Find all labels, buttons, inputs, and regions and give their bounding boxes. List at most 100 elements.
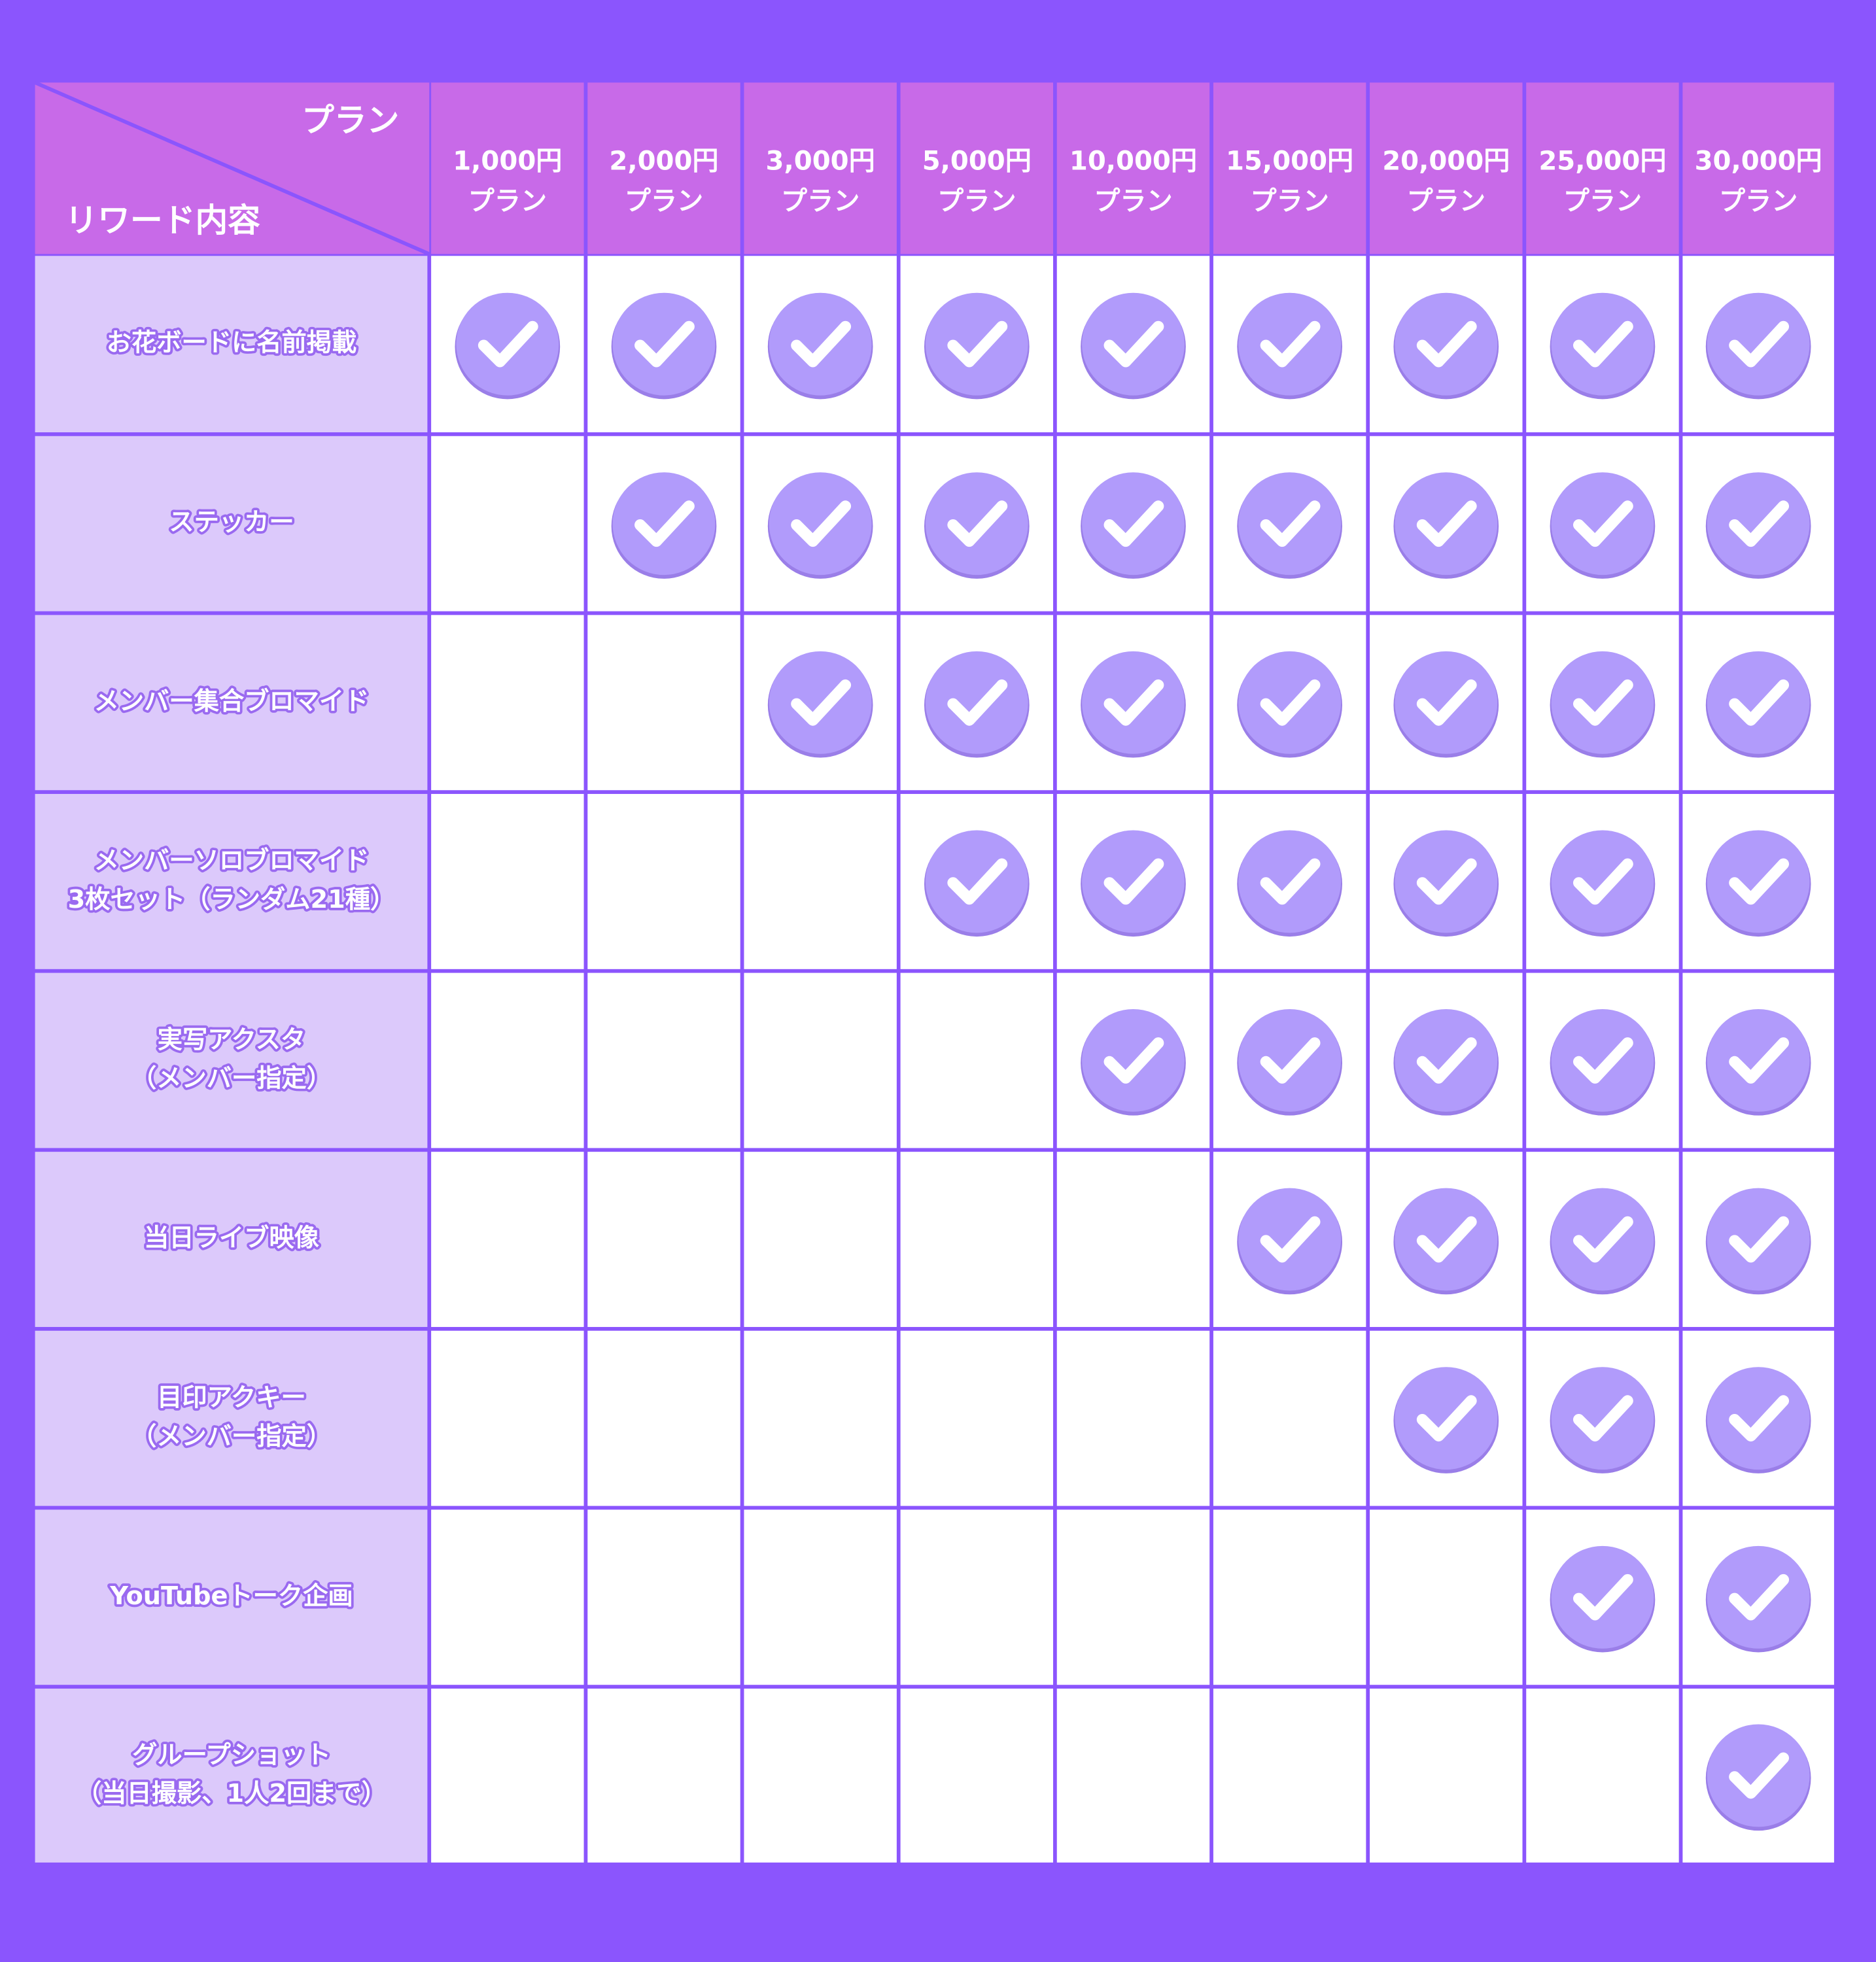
check-tick [791,679,852,726]
check-icon [1237,1188,1342,1295]
row-label: 実写アクスタ [158,1025,305,1054]
check-tick [1572,679,1633,726]
row-label: メンバーソロブロマイド [94,846,370,876]
header-amount: 30,000円 [1695,146,1822,177]
check-circle [925,651,1028,754]
check-tick [1260,858,1321,905]
header-label: プラン [1250,186,1329,216]
check-icon [611,292,717,400]
check-icon [1705,1009,1811,1116]
header-amount: 2,000円 [609,146,718,177]
row-label: YouTubeトーク企画 [109,1581,353,1611]
check-circle [1551,830,1654,933]
check-tick [1729,1752,1790,1799]
cell [744,972,897,1148]
check-circle [1238,651,1342,754]
row-label-cell [35,1509,428,1685]
check-circle [1707,1009,1810,1112]
check-circle [1082,292,1185,396]
check-circle [612,472,716,576]
check-circle [769,472,872,576]
check-icon [1393,472,1499,579]
check-icon [455,292,561,400]
check-icon [1081,830,1186,937]
cell [1056,1152,1210,1328]
header-amount: 15,000円 [1226,146,1353,177]
header-amount: 20,000円 [1382,146,1510,177]
cell [744,1509,897,1685]
check-tick [1572,858,1633,905]
cell [587,972,740,1148]
check-tick [1729,1574,1790,1621]
cell [900,1688,1054,1863]
check-tick [1572,1395,1633,1442]
check-tick [1729,1216,1790,1263]
check-icon [1705,651,1811,758]
check-icon [1550,830,1656,937]
check-icon [1550,1009,1656,1116]
check-icon [924,472,1030,579]
check-icon [1237,651,1342,758]
cell [1056,1330,1210,1506]
row-label: ステッカー [169,508,294,537]
check-tick [1103,500,1164,547]
check-circle [769,292,872,396]
check-tick [1416,1037,1477,1084]
check-circle [1707,830,1810,933]
check-circle [1082,472,1185,576]
header-cell [587,82,740,254]
check-tick [1103,1037,1164,1084]
check-tick [1103,679,1164,726]
check-circle [1707,1545,1810,1649]
check-icon [1550,472,1656,579]
check-circle [1238,292,1342,396]
cell [1213,1509,1366,1685]
header-label: プラン [1094,186,1172,216]
header-amount: 5,000円 [922,146,1032,177]
check-circle [1238,472,1342,576]
check-tick [947,679,1008,726]
cell [900,1509,1054,1685]
cell [431,615,584,791]
cell [900,972,1054,1148]
check-tick [1572,1216,1633,1263]
cell [587,793,740,969]
row-label: 3枚セット（ランダム21種） [68,885,396,914]
check-icon [1550,1545,1656,1653]
check-tick [1729,500,1790,547]
cell [431,1688,584,1863]
check-tick [1729,858,1790,905]
cell [431,436,584,611]
check-tick [1260,1037,1321,1084]
header-amount: 25,000円 [1538,146,1666,177]
cell [587,1688,740,1863]
check-tick [1729,320,1790,368]
header-cell [1682,82,1834,254]
check-circle [1707,292,1810,396]
cell [431,972,584,1148]
cell [1526,1688,1679,1863]
check-circle [1551,1545,1654,1649]
check-tick [947,320,1008,368]
cell [1213,1688,1366,1863]
check-circle [456,292,559,396]
header-label: プラン [1563,186,1642,216]
check-tick [1416,1216,1477,1263]
corner-diagonal [34,80,430,256]
header-amount: 1,000円 [453,146,562,177]
cell [1056,1509,1210,1685]
check-tick [1103,320,1164,368]
check-circle [1238,1009,1342,1112]
check-icon [1705,1545,1811,1653]
check-tick [947,858,1008,905]
check-circle [1238,830,1342,933]
cell [900,1152,1054,1328]
cell [744,1152,897,1328]
header-label: プラン [468,186,547,216]
check-circle [1395,472,1498,576]
check-tick [791,320,852,368]
check-icon [1237,472,1342,579]
header-cell [900,82,1054,254]
cell [587,1330,740,1506]
check-tick [1572,1574,1633,1621]
